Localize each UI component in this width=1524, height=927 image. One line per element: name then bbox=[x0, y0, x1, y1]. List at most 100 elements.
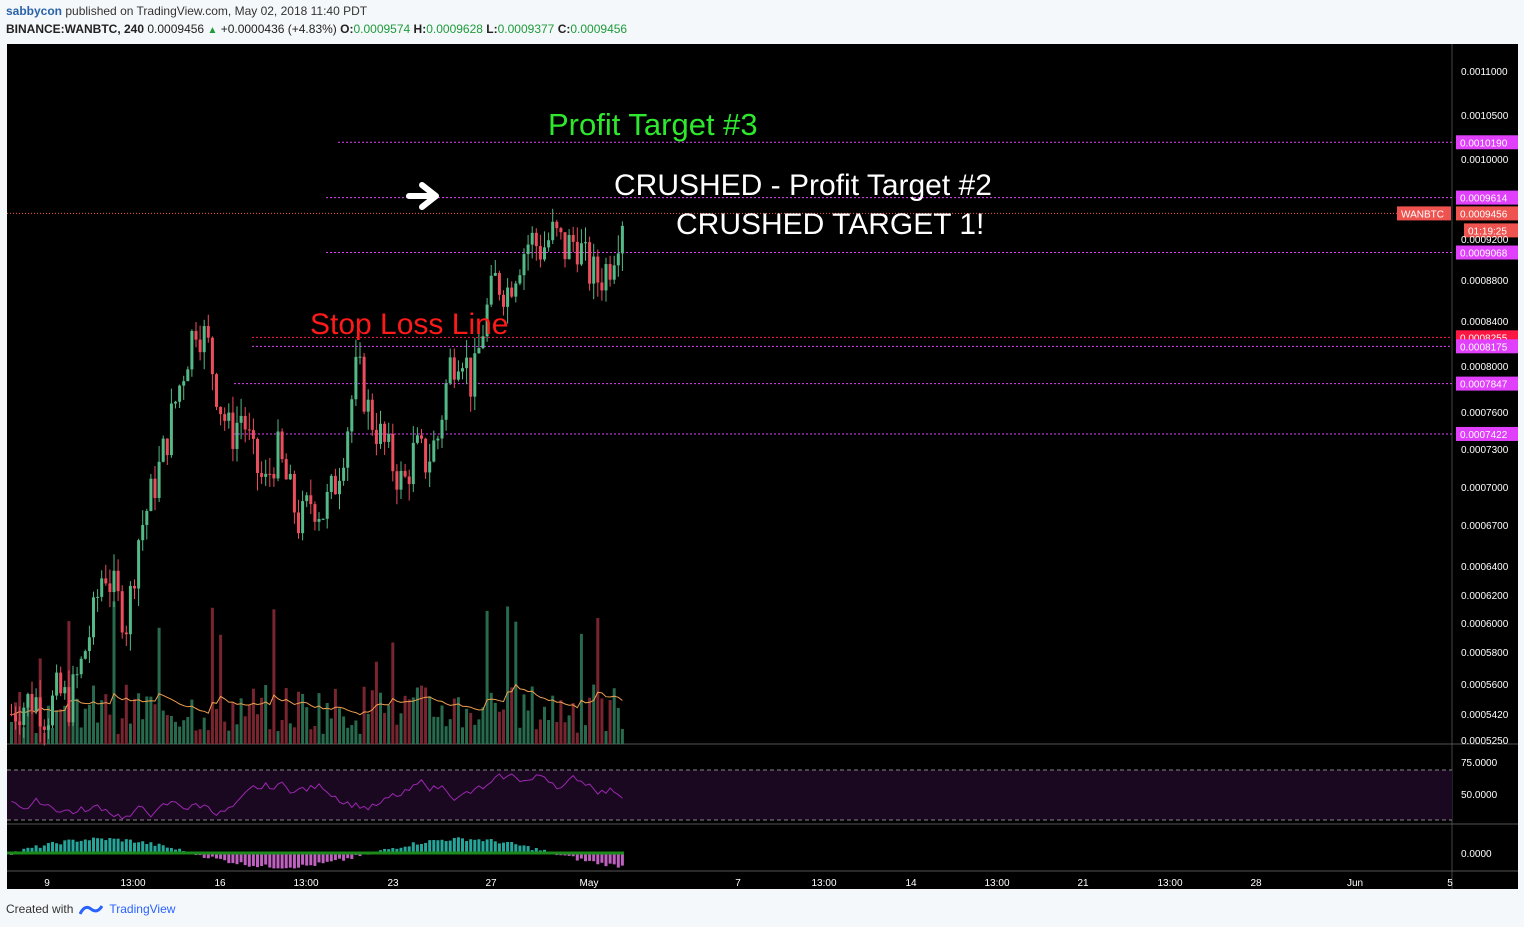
candle-body bbox=[354, 356, 358, 400]
time-tick-label: 21 bbox=[1077, 878, 1089, 889]
osc-bar bbox=[502, 842, 505, 853]
candle-body bbox=[465, 357, 469, 369]
candle-body bbox=[461, 368, 464, 372]
candle-body bbox=[612, 265, 616, 280]
volume-bar bbox=[497, 711, 501, 744]
candle-body bbox=[71, 674, 75, 723]
price-tick-label: 0.0007600 bbox=[1461, 408, 1509, 419]
volume-bar bbox=[145, 696, 149, 744]
candle-body bbox=[522, 254, 526, 276]
candle-body bbox=[133, 585, 136, 589]
volume-bar bbox=[194, 730, 198, 744]
volume-bar bbox=[210, 607, 214, 744]
volume-bar bbox=[436, 716, 440, 744]
volume-bar bbox=[522, 694, 526, 744]
osc-bar bbox=[432, 840, 436, 853]
candle-body bbox=[239, 415, 243, 423]
time-tick-label: 14 bbox=[905, 878, 917, 889]
osc-bar bbox=[489, 839, 493, 853]
tradingview-link[interactable]: TradingView bbox=[109, 902, 176, 916]
volume-bar bbox=[567, 715, 571, 744]
osc-bar bbox=[264, 853, 268, 865]
osc-bar bbox=[165, 847, 169, 853]
candle-body bbox=[174, 401, 177, 404]
candle-body bbox=[128, 585, 132, 635]
osc-bar bbox=[518, 845, 522, 853]
volume-bar bbox=[251, 688, 255, 744]
osc-bar bbox=[415, 844, 419, 853]
candle-body bbox=[227, 412, 231, 421]
chart-background bbox=[7, 44, 1452, 889]
osc-bar bbox=[399, 847, 403, 853]
volume-bar bbox=[575, 732, 579, 744]
volume-bar bbox=[596, 617, 600, 744]
volume-bar bbox=[547, 720, 551, 744]
time-tick-label: 13:00 bbox=[811, 878, 836, 889]
osc-bar bbox=[493, 841, 497, 853]
candle-body bbox=[448, 357, 452, 384]
candle-body bbox=[362, 356, 366, 412]
candle-body bbox=[272, 473, 276, 479]
volume-bar bbox=[178, 726, 182, 744]
volume-bar bbox=[354, 720, 358, 744]
volume-bar bbox=[309, 729, 313, 744]
current-price-label: 0.0009456 bbox=[1460, 209, 1508, 220]
candle-body bbox=[596, 256, 600, 283]
osc-bar bbox=[510, 841, 514, 853]
osc-bar bbox=[51, 841, 54, 853]
volume-bar bbox=[428, 696, 432, 744]
volume-bar bbox=[313, 725, 317, 744]
volume-bar bbox=[620, 728, 624, 744]
last-price: 0.0009456 bbox=[147, 22, 205, 36]
volume-bar bbox=[206, 730, 210, 744]
volume-bar bbox=[280, 720, 284, 744]
volume-bar bbox=[432, 716, 436, 744]
osc-bar bbox=[522, 845, 526, 853]
osc-bar bbox=[616, 853, 620, 868]
volume-bar bbox=[489, 692, 493, 744]
candle-body bbox=[502, 294, 505, 307]
volume-bar bbox=[284, 688, 288, 744]
volume-bar bbox=[616, 707, 620, 744]
candle-body bbox=[538, 246, 542, 260]
candle-body bbox=[616, 253, 620, 266]
volume-bar bbox=[223, 721, 227, 744]
osc-bar bbox=[87, 840, 91, 853]
volume-bar bbox=[424, 687, 428, 744]
volume-bar bbox=[231, 702, 235, 744]
candle-body bbox=[141, 524, 145, 541]
candle-body bbox=[489, 275, 493, 305]
osc-bar bbox=[223, 853, 227, 861]
volume-bar bbox=[543, 706, 546, 744]
candle-body bbox=[260, 473, 264, 477]
candle-body bbox=[333, 475, 337, 495]
volume-bar bbox=[612, 688, 616, 744]
candle-body bbox=[584, 242, 587, 244]
footer: Created with TradingView bbox=[6, 902, 175, 916]
arrow-right-icon bbox=[406, 182, 439, 210]
price-tick-label: 0.0007300 bbox=[1461, 445, 1509, 456]
osc-bar bbox=[79, 840, 83, 853]
osc-bar bbox=[206, 853, 210, 859]
candle-body bbox=[268, 473, 272, 475]
osc-bar bbox=[325, 853, 329, 862]
candle-body bbox=[14, 714, 18, 722]
volume-bar bbox=[481, 707, 485, 744]
volume-bar bbox=[461, 727, 464, 744]
osc-bar bbox=[55, 843, 59, 853]
candle-body bbox=[235, 422, 239, 449]
candle-body bbox=[379, 423, 382, 444]
candle-body bbox=[157, 461, 161, 498]
volume-bar bbox=[514, 621, 518, 744]
osc-bar bbox=[268, 853, 272, 868]
time-tick-label: 27 bbox=[485, 878, 497, 889]
candle-body bbox=[350, 399, 354, 432]
author-link[interactable]: sabbycon bbox=[6, 4, 63, 18]
candle-body bbox=[415, 435, 419, 443]
candle-body bbox=[10, 714, 13, 715]
symbol-tag bbox=[1397, 206, 1451, 221]
volume-bar bbox=[342, 716, 346, 744]
volume-bar bbox=[268, 729, 272, 744]
up-arrow-icon: ▲ bbox=[207, 25, 218, 36]
